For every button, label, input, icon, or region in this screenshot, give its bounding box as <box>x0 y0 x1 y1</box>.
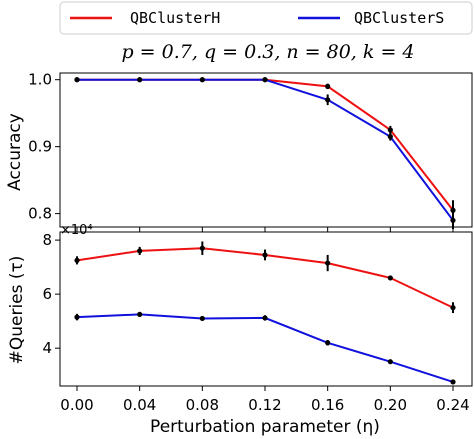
queries-panel: 4 6 8 0.00 0.04 0.08 0.12 0.16 0.20 0.24 <box>42 231 469 414</box>
accuracy-series-s-point <box>325 97 331 103</box>
queries-series-s-point <box>262 315 268 321</box>
queries-series-s-point <box>199 315 205 322</box>
queries-ylabel: #Queries (τ) <box>7 256 27 365</box>
queries-xtick-label: 0.12 <box>248 396 281 414</box>
queries-series-h-point <box>74 257 80 263</box>
queries-xtick-label: 0.04 <box>123 396 156 414</box>
chart-subtitle: p = 0.7, q = 0.3, n = 80, k = 4 <box>121 41 414 63</box>
queries-series-s-point <box>137 311 143 318</box>
accuracy-series-h-point <box>325 83 331 89</box>
accuracy-series-h-point <box>450 207 456 213</box>
legend: QBClusterH QBClusterS <box>59 1 473 35</box>
queries-series-s-line <box>76 313 454 383</box>
accuracy-series-s-point <box>450 217 456 223</box>
queries-xtick-label: 0.08 <box>186 396 219 414</box>
queries-series-s-point <box>450 379 456 385</box>
accuracy-ytick-label: 0.9 <box>28 138 52 156</box>
legend-label-h: QBClusterH <box>130 9 220 27</box>
accuracy-ytick-label: 0.8 <box>28 205 52 223</box>
queries-series-h-point <box>199 245 205 251</box>
accuracy-series-s-line <box>77 78 454 221</box>
queries-series-s-point <box>325 340 331 346</box>
queries-axis-multiplier: ×10⁴ <box>60 223 93 238</box>
queries-series-s-point <box>387 359 393 365</box>
queries-ytick-label: 8 <box>42 231 52 249</box>
queries-xtick-label: 0.00 <box>60 396 93 414</box>
accuracy-series-s-point <box>387 134 393 140</box>
accuracy-series-s-point <box>74 77 80 83</box>
accuracy-series-h-point <box>387 127 393 133</box>
accuracy-ytick-label: 1.0 <box>28 71 52 89</box>
queries-series-h-point <box>450 305 456 311</box>
legend-label-s: QBClusterS <box>354 9 444 27</box>
queries-ytick-label: 6 <box>42 285 52 303</box>
legend-frame <box>59 1 473 35</box>
queries-xtick-label: 0.24 <box>436 396 469 414</box>
x-axis-title: Perturbation parameter (η) <box>150 417 380 437</box>
queries-series-s-point <box>74 314 80 320</box>
accuracy-ylabel: Accuracy <box>5 113 25 191</box>
queries-xtick-label: 0.20 <box>374 396 407 414</box>
accuracy-series-s-point <box>137 77 143 83</box>
accuracy-series-s-point <box>262 77 268 83</box>
queries-series-h-point <box>137 248 143 254</box>
accuracy-plot-frame <box>59 72 473 228</box>
queries-series-h-point <box>325 260 331 266</box>
queries-xtick-label: 0.16 <box>311 396 344 414</box>
accuracy-panel: 0.8 0.9 1.0 <box>28 71 456 232</box>
queries-series-h-point <box>262 252 268 258</box>
accuracy-series-s-point <box>199 77 205 83</box>
queries-series-h-point <box>387 275 393 281</box>
queries-ytick-label: 4 <box>42 339 52 357</box>
queries-plot-frame <box>59 231 473 387</box>
